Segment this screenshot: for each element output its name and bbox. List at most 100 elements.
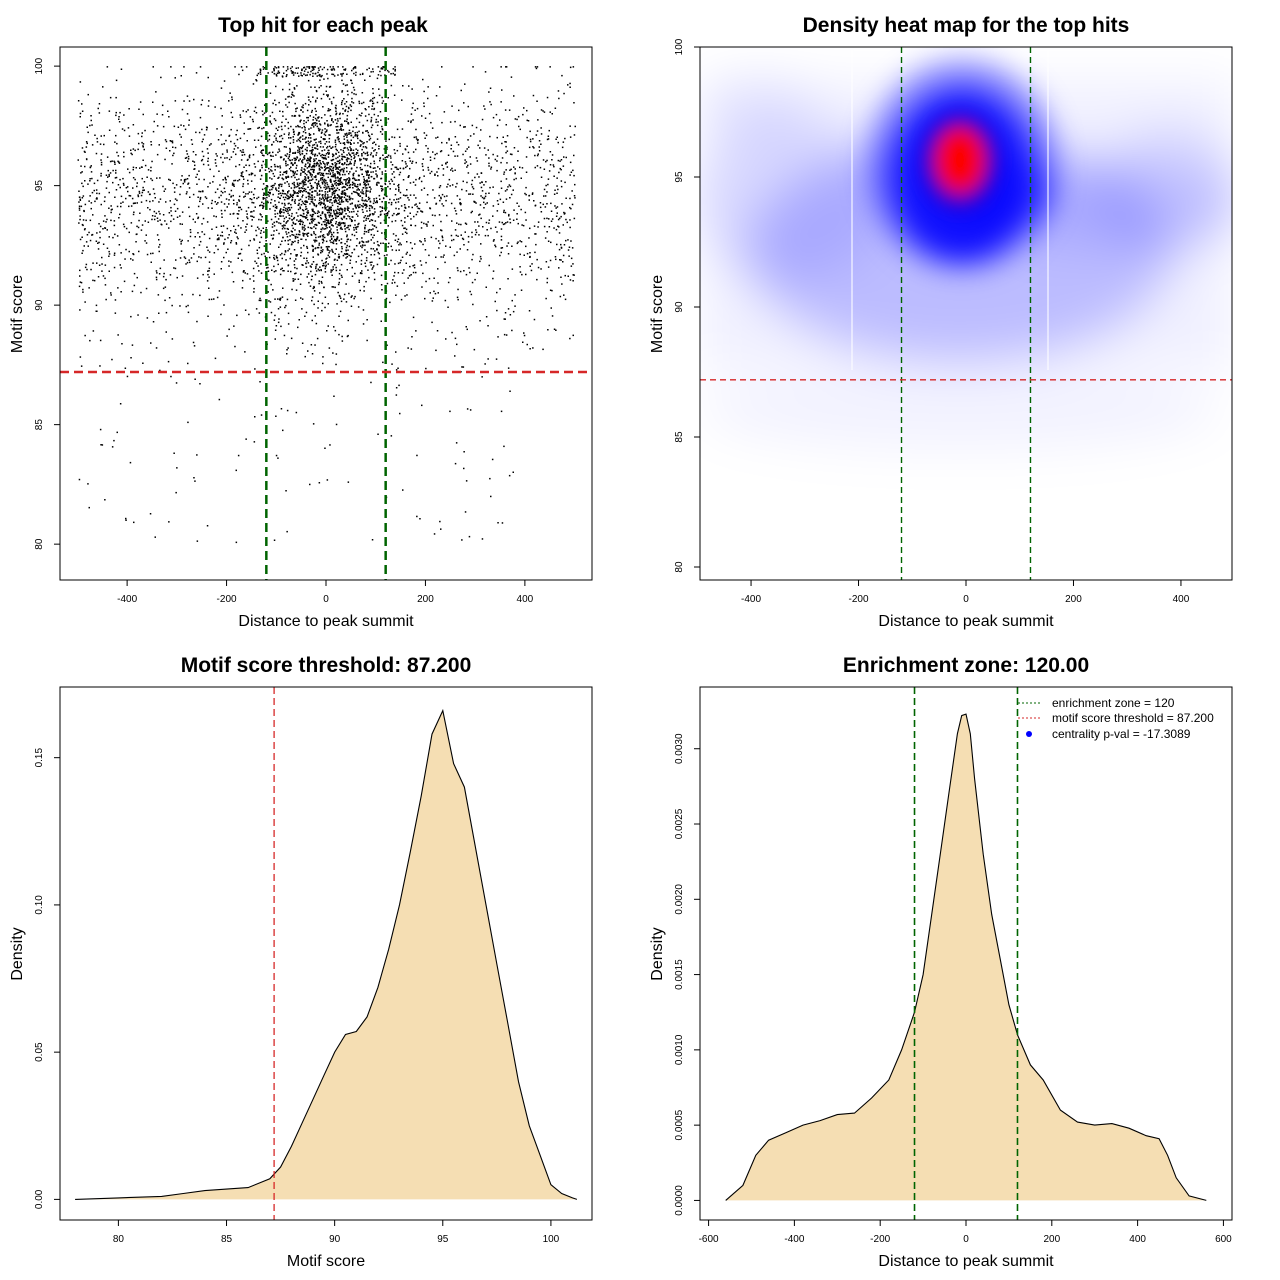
scatter-point xyxy=(80,281,83,284)
scatter-point xyxy=(284,306,286,309)
scatter-point xyxy=(353,157,355,159)
scatter-point xyxy=(107,176,109,178)
scatter-point xyxy=(555,258,557,261)
scatter-point xyxy=(393,94,396,96)
scatter-point xyxy=(228,203,230,205)
scatter-point xyxy=(339,181,342,183)
scatter-point xyxy=(337,151,340,154)
scatter-point xyxy=(371,539,374,541)
scatter-point xyxy=(233,179,235,182)
scatter-point xyxy=(489,101,491,103)
scatter-point xyxy=(318,242,321,245)
scatter-point xyxy=(220,225,223,227)
scatter-point xyxy=(308,166,310,168)
scatter-point xyxy=(324,134,327,137)
scatter-point xyxy=(238,199,240,201)
scatter-point xyxy=(352,126,355,129)
scatter-point xyxy=(365,217,368,220)
scatter-point xyxy=(479,255,482,258)
scatter-point xyxy=(512,471,514,473)
scatter-point xyxy=(440,256,442,258)
scatter-point xyxy=(405,253,408,255)
scatter-point xyxy=(279,167,282,169)
scatter-point xyxy=(346,253,349,255)
scatter-point xyxy=(98,241,100,244)
scatter-point xyxy=(311,146,314,149)
scatter-point xyxy=(523,332,525,334)
scatter-point xyxy=(315,164,318,167)
scatter-point xyxy=(319,174,322,176)
scatter-point xyxy=(349,149,352,152)
scatter-point xyxy=(111,446,114,448)
scatter-point xyxy=(273,225,276,227)
scatter-point xyxy=(556,192,558,194)
scatter-point xyxy=(347,224,350,227)
scatter-point xyxy=(285,118,287,120)
scatter-point xyxy=(379,157,381,160)
scatter-point xyxy=(330,196,332,198)
scatter-point xyxy=(201,158,204,161)
scatter-point xyxy=(335,126,337,128)
scatter-point xyxy=(494,245,497,248)
scatter-point xyxy=(344,68,347,70)
scatter-point xyxy=(461,237,464,240)
scatter-point xyxy=(261,201,263,204)
scatter-point xyxy=(503,173,505,175)
scatter-point xyxy=(485,286,487,288)
scatter-point xyxy=(503,333,506,336)
scatter-point xyxy=(325,223,327,226)
scatter-point xyxy=(138,108,140,110)
scatter-point xyxy=(346,157,349,159)
scatter-point xyxy=(357,194,360,197)
scatter-point xyxy=(424,238,426,240)
scatter-point xyxy=(366,164,369,167)
scatter-point xyxy=(307,171,309,173)
scatter-point xyxy=(364,200,366,202)
scatter-point xyxy=(553,227,555,229)
scatter-point xyxy=(388,242,390,245)
scatter-point xyxy=(463,244,465,246)
scatter-point xyxy=(411,162,413,164)
scatter-point xyxy=(159,267,162,270)
scatter-point xyxy=(288,83,291,85)
scatter-point xyxy=(455,213,458,215)
scatter-point xyxy=(301,342,304,344)
scatter-point xyxy=(260,214,262,216)
scatter-point xyxy=(240,208,243,211)
scatter-point xyxy=(263,112,266,114)
scatter-point xyxy=(351,266,353,269)
scatter-point xyxy=(128,231,130,234)
scatter-point xyxy=(99,236,101,239)
scatter-point xyxy=(427,147,429,150)
scatter-point xyxy=(297,134,299,136)
scatter-point xyxy=(232,184,234,186)
scatter-point xyxy=(308,134,311,136)
scatter-point xyxy=(409,194,412,196)
scatter-point xyxy=(309,159,311,161)
scatter-point xyxy=(304,172,307,175)
scatter-point xyxy=(258,246,261,249)
scatter-point xyxy=(298,159,300,162)
scatter-point xyxy=(169,150,171,152)
scatter-point xyxy=(264,255,266,258)
scatter-point xyxy=(500,180,502,183)
score-density-y-tick-label: 0.05 xyxy=(34,1042,45,1062)
scatter-point xyxy=(402,179,405,181)
scatter-point xyxy=(317,307,319,309)
scatter-point xyxy=(205,126,208,128)
scatter-point xyxy=(386,282,389,285)
scatter-point xyxy=(382,100,385,102)
scatter-point xyxy=(372,88,374,90)
scatter-point xyxy=(174,100,177,102)
scatter-point xyxy=(373,213,375,215)
scatter-point xyxy=(470,211,472,214)
scatter-point xyxy=(364,262,366,264)
scatter-point xyxy=(382,242,384,244)
scatter-point xyxy=(385,140,387,142)
scatter-point xyxy=(282,110,284,113)
scatter-point xyxy=(119,111,121,114)
scatter-point xyxy=(338,184,340,186)
scatter-point xyxy=(479,260,481,263)
scatter-point xyxy=(292,128,295,131)
scatter-point xyxy=(335,215,337,217)
